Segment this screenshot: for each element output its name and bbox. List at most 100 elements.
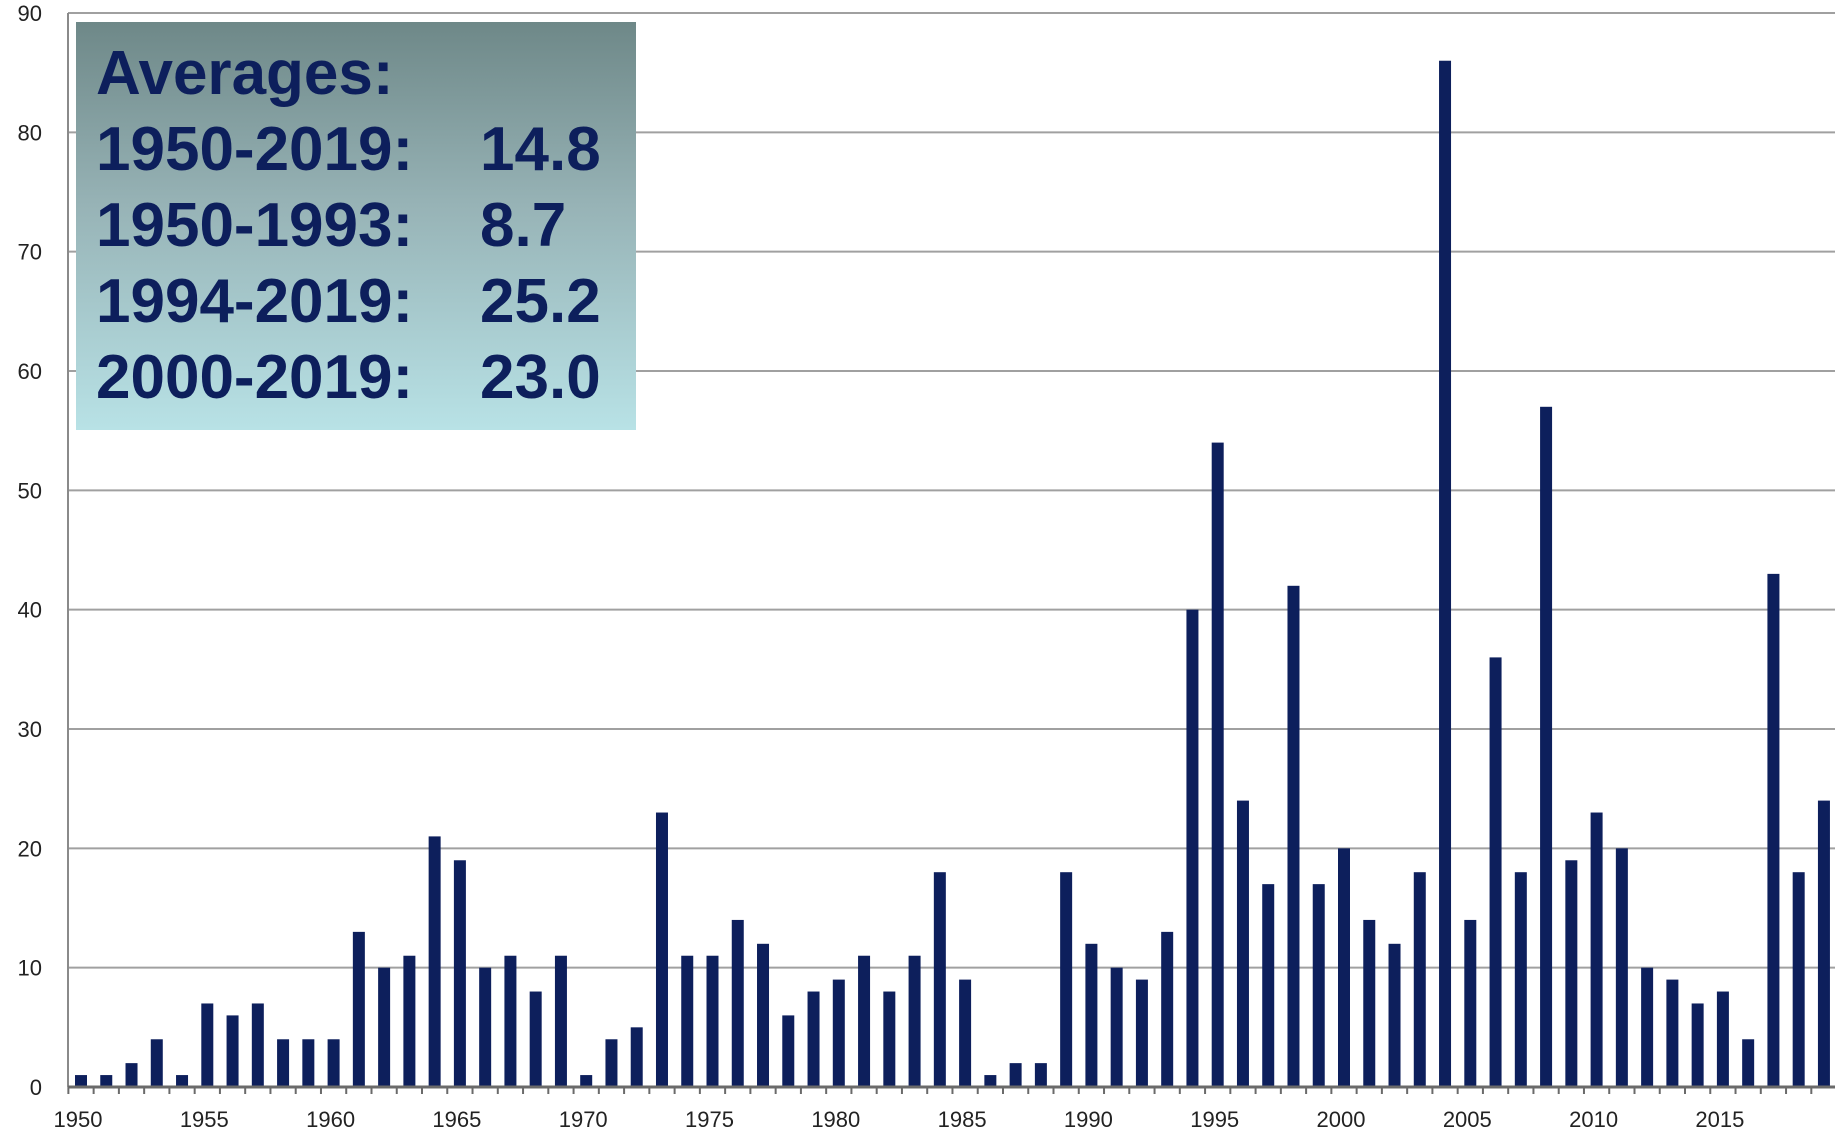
bar-1959 [302, 1039, 315, 1087]
average-row: 1994-2019: 25.2 [96, 264, 636, 340]
x-tick-label: 1965 [432, 1107, 481, 1130]
bar-2002 [1388, 943, 1401, 1087]
y-tick-label: 60 [18, 359, 42, 384]
bar-1962 [378, 967, 391, 1087]
bar-1953 [150, 1039, 163, 1087]
bar-1969 [554, 955, 567, 1087]
bar-1961 [352, 931, 365, 1087]
bar-2000 [1338, 848, 1350, 1087]
bars [75, 60, 1830, 1088]
bar-1981 [858, 955, 871, 1087]
bar-1995 [1211, 442, 1224, 1088]
bar-1993 [1161, 931, 1174, 1087]
x-tick-label: 2005 [1443, 1107, 1492, 1130]
x-tick-label: 1960 [306, 1107, 355, 1130]
bar-2004 [1439, 60, 1452, 1088]
x-tick-label: 2000 [1317, 1107, 1366, 1130]
average-value: 8.7 [480, 191, 567, 260]
bar-2015 [1716, 991, 1729, 1087]
x-tick-label: 1955 [180, 1107, 229, 1130]
bar-1966 [479, 967, 492, 1087]
average-row: 1950-1993: 8.7 [96, 188, 636, 264]
average-value: 23.0 [480, 343, 601, 412]
bar-2005 [1464, 919, 1477, 1087]
bar-1956 [226, 1015, 239, 1087]
bar-1973 [655, 812, 668, 1087]
bar-1952 [125, 1063, 138, 1087]
bar-1983 [908, 955, 921, 1087]
x-tick-label: 1980 [811, 1107, 860, 1130]
bar-1996 [1236, 800, 1249, 1087]
bar-1985 [959, 979, 972, 1087]
bar-2018 [1792, 872, 1805, 1087]
bar-1998 [1287, 585, 1300, 1087]
y-tick-label: 80 [18, 120, 42, 145]
bar-2019 [1817, 800, 1830, 1087]
bar-1970 [580, 1075, 593, 1087]
bar-1968 [529, 991, 542, 1087]
bar-2001 [1363, 919, 1376, 1087]
average-period: 2000-2019: [96, 343, 414, 412]
y-tick-label: 10 [18, 956, 42, 981]
x-tick-label: 1950 [54, 1107, 103, 1130]
average-value: 14.8 [480, 115, 601, 184]
average-period: 1950-2019: [96, 115, 414, 184]
bar-2011 [1615, 848, 1628, 1087]
x-tick-label: 1970 [559, 1107, 608, 1130]
y-tick-label: 40 [18, 598, 42, 623]
bar-1957 [251, 1003, 264, 1087]
bar-1963 [403, 955, 416, 1087]
x-tick-label: 1990 [1064, 1107, 1113, 1130]
bar-2003 [1413, 872, 1426, 1087]
bar-1989 [1060, 872, 1073, 1087]
bar-1950 [75, 1075, 87, 1087]
y-tick-label: 90 [18, 1, 42, 26]
bar-1977 [757, 943, 770, 1087]
bar-1992 [1135, 979, 1148, 1087]
average-period: 1994-2019: [96, 267, 414, 336]
x-tick-label: 1985 [938, 1107, 987, 1130]
bar-2010 [1590, 812, 1603, 1087]
averages-annotation-box: Averages: 1950-2019: 14.8 1950-1993: 8.7… [76, 22, 636, 430]
bar-1960 [327, 1039, 340, 1087]
bar-1999 [1312, 884, 1325, 1087]
y-tick-labels: 0 10 20 30 40 50 60 70 80 90 [18, 1, 42, 1100]
bar-1971 [605, 1039, 618, 1087]
bar-2006 [1489, 657, 1502, 1087]
x-tick-labels: 1950 1955 1960 1965 1970 1975 1980 1985 1990 1995… [54, 1107, 1745, 1132]
x-tick-label: 1975 [685, 1107, 734, 1130]
bar-1972 [630, 1027, 643, 1087]
bar-1955 [201, 1003, 214, 1087]
bar-1991 [1110, 967, 1123, 1087]
bar-2008 [1540, 406, 1553, 1087]
x-tick-label: 2010 [1569, 1107, 1618, 1130]
average-period: 1950-1993: [96, 191, 414, 260]
bar-2007 [1514, 872, 1527, 1087]
axes [67, 13, 1835, 1094]
bar-1987 [1009, 1063, 1022, 1087]
bar-2013 [1666, 979, 1679, 1087]
bar-1988 [1034, 1063, 1047, 1087]
bar-1958 [277, 1039, 290, 1087]
average-row: 2000-2019: 23.0 [96, 340, 636, 416]
y-tick-label: 70 [18, 240, 42, 265]
bar-1990 [1085, 943, 1098, 1087]
bar-1986 [984, 1075, 997, 1087]
bar-1974 [681, 955, 694, 1087]
bar-1967 [504, 955, 517, 1087]
bar-2014 [1691, 1003, 1704, 1087]
bar-1965 [453, 860, 466, 1087]
y-tick-label: 30 [18, 717, 42, 742]
bar-1976 [731, 919, 744, 1087]
averages-title: Averages: [96, 39, 394, 108]
bar-2012 [1641, 967, 1654, 1087]
y-tick-label: 0 [30, 1075, 42, 1100]
average-row: 1950-2019: 14.8 [96, 112, 636, 188]
y-tick-label: 20 [18, 836, 42, 861]
bar-1982 [883, 991, 896, 1087]
x-tick-label: 2015 [1695, 1107, 1744, 1130]
bar-1979 [807, 991, 820, 1087]
bar-1984 [933, 872, 946, 1087]
y-tick-label: 50 [18, 478, 42, 503]
bar-1978 [782, 1015, 795, 1087]
